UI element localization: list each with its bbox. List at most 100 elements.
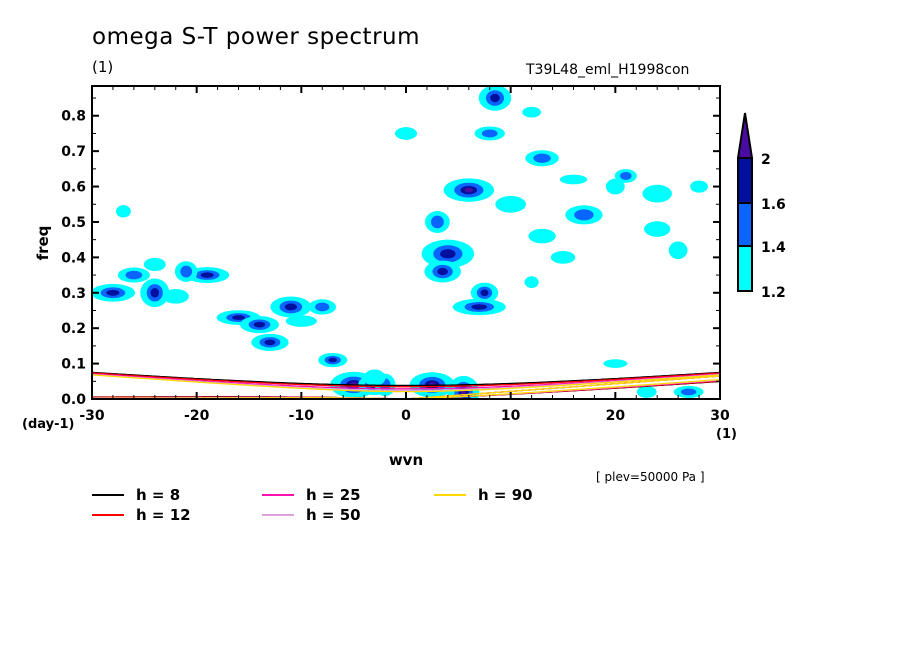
- x-unit-label: (1): [716, 427, 737, 442]
- shaded-blob-level-1.2: [115, 205, 131, 218]
- legend-swatch: [434, 494, 466, 496]
- shaded-blob-level-1.2: [559, 174, 588, 185]
- colorbar-extend-triangle: [736, 112, 754, 159]
- x-tick-label: -20: [184, 408, 210, 424]
- colorbar-label: 1.6: [761, 197, 786, 213]
- legend-swatch: [262, 514, 294, 516]
- legend-item-h12: h = 12: [92, 506, 191, 524]
- shaded-blob-level-1.6: [150, 288, 160, 298]
- shaded-blob-level-1.6: [437, 267, 449, 276]
- y-tick-label: 0.1: [61, 357, 86, 373]
- inertia-gravity-curve-h90: [92, 374, 720, 393]
- legend-label: h = 8: [136, 486, 181, 504]
- shaded-blob-level-1.4: [430, 215, 444, 229]
- shaded-blob-level-1.4: [533, 153, 551, 163]
- inertia-gravity-curve-h8: [92, 371, 720, 387]
- shaded-blob-level-1.2: [162, 289, 189, 304]
- shaded-blob-level-1.6: [264, 339, 276, 346]
- legend-swatch: [262, 494, 294, 496]
- shaded-blob-level-1.6: [480, 289, 489, 297]
- y-tick-label: 0.6: [61, 180, 86, 196]
- shaded-blob-level-1.6: [490, 93, 500, 103]
- y-tick-label: 0.0: [61, 392, 86, 408]
- shaded-blob-level-1.6: [284, 303, 297, 311]
- shaded-blob-level-2: [464, 187, 474, 193]
- colorbar-segment-1.6: [737, 157, 753, 204]
- shaded-blob-level-1.2: [495, 195, 527, 213]
- experiment-label: T39L48_eml_H1998con: [526, 62, 690, 78]
- legend-item-h90: h = 90: [434, 486, 533, 504]
- shaded-blob-level-1.2: [690, 180, 709, 193]
- y-tick-label: 0.4: [61, 250, 86, 266]
- shaded-blob-level-1.6: [253, 321, 266, 328]
- x-tick-label: -30: [79, 408, 105, 424]
- legend-label: h = 90: [478, 486, 533, 504]
- kelvin-wave-curve-h90: [405, 375, 720, 399]
- colorbar-label: 1.4: [761, 240, 786, 256]
- y-tick-label: 0.2: [61, 321, 86, 337]
- legend-label: h = 12: [136, 506, 191, 524]
- shaded-contours: [92, 86, 709, 399]
- shaded-blob-level-1.6: [106, 289, 120, 296]
- shaded-blob-level-1.2: [605, 178, 625, 195]
- chart-unit: (1): [92, 58, 114, 76]
- shaded-blob-level-1.6: [328, 357, 338, 363]
- shaded-blob-level-1.2: [363, 369, 386, 386]
- shaded-blob-level-1.2: [394, 127, 418, 140]
- inertia-gravity-curve-h12: [92, 372, 720, 388]
- y-axis-label: freq: [34, 226, 52, 261]
- shaded-blob-level-1.4: [680, 388, 697, 396]
- legend-item-h50: h = 50: [262, 506, 361, 524]
- shaded-blob-level-1.2: [636, 386, 657, 398]
- x-axis-label: wvn: [389, 451, 423, 469]
- y-tick-label: 0.5: [61, 215, 86, 231]
- shaded-blob-level-1.2: [143, 257, 166, 272]
- x-tick-label: -10: [289, 408, 315, 424]
- shaded-blob-level-1.2: [642, 184, 672, 203]
- colorbar-label: 2: [761, 152, 771, 168]
- colorbar-label: 1.2: [761, 285, 786, 301]
- x-tick-label: 20: [606, 408, 626, 424]
- legend-swatch: [92, 494, 124, 496]
- shaded-blob-level-1.2: [528, 228, 556, 244]
- shaded-blob-level-1.2: [550, 251, 576, 264]
- colorbar-segment-1.4: [737, 202, 753, 247]
- level-label: [ plev=50000 Pa ]: [596, 470, 705, 484]
- shaded-blob-level-1.6: [232, 315, 245, 320]
- y-tick-label: 0.8: [61, 109, 86, 125]
- legend-item-h25: h = 25: [262, 486, 361, 504]
- shaded-blob-level-1.4: [180, 265, 193, 278]
- colorbar: 1.2 1.4 1.6 2: [736, 112, 786, 301]
- shaded-blob-level-1.2: [524, 276, 539, 289]
- shaded-blob-level-1.6: [471, 304, 488, 310]
- y-tick-label: 0.3: [61, 286, 86, 302]
- shaded-blob-level-1.6: [200, 272, 214, 278]
- legend-label: h = 50: [306, 506, 361, 524]
- chart-title: omega S-T power spectrum: [92, 24, 421, 50]
- x-tick-label: 30: [710, 408, 730, 424]
- legend-label: h = 25: [306, 486, 361, 504]
- inertia-gravity-curve-h25: [92, 373, 720, 390]
- legend-swatch: [92, 514, 124, 516]
- shaded-blob-level-1.2: [668, 241, 688, 260]
- shaded-blob-level-1.2: [522, 106, 541, 118]
- x-tick-label: 0: [401, 408, 411, 424]
- shaded-blob-level-1.6: [440, 249, 456, 259]
- y-tick-label: 0.7: [61, 144, 86, 160]
- shaded-blob-level-1.4: [315, 302, 330, 312]
- shaded-blob-level-1.4: [574, 209, 594, 221]
- eig0-curve-h90: [406, 378, 720, 399]
- y-unit-label: (day-1): [22, 417, 74, 432]
- axis-ticks: -30 -20 -10 0 10 20 30 0.0 0.1 0.2 0.3 0.4 0.5 0.6 0.7…: [61, 86, 730, 424]
- colorbar-segment-1.2: [737, 245, 753, 292]
- shaded-blob-level-1.4: [125, 270, 143, 280]
- shaded-blob-level-1.2: [603, 359, 628, 368]
- x-tick-label: 10: [501, 408, 521, 424]
- shaded-blob-level-1.4: [481, 129, 498, 138]
- shaded-blob-level-1.4: [620, 171, 632, 180]
- shaded-blob-level-1.2: [285, 315, 317, 327]
- legend-item-h8: h = 8: [92, 486, 180, 504]
- shaded-blob-level-1.2: [644, 221, 671, 237]
